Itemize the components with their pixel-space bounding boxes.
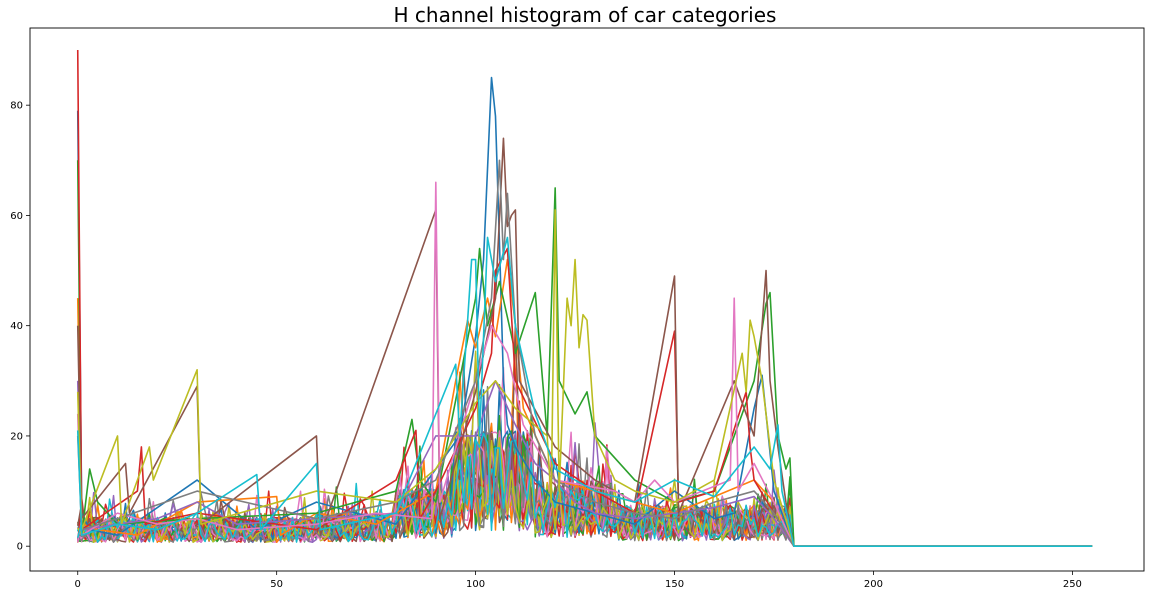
x-tick-label: 200 xyxy=(864,579,883,590)
series-line-2 xyxy=(76,258,1093,547)
series-line-4 xyxy=(76,50,1093,547)
x-tick-label: 250 xyxy=(1063,579,1082,590)
noise-trace xyxy=(77,432,1093,547)
series-line-8 xyxy=(76,159,1093,547)
series-line-9 xyxy=(76,209,1093,547)
y-tick-label: 20 xyxy=(10,431,23,442)
y-tick-label: 40 xyxy=(10,321,23,332)
series-line-3 xyxy=(76,160,1093,547)
series-layer xyxy=(76,50,1093,547)
plot-frame xyxy=(29,27,1145,572)
series-line-1 xyxy=(76,76,1093,547)
axes-layer: 0 50 100 150 200 250 0 20 40 60 80 xyxy=(10,27,1145,590)
series-line-10 xyxy=(76,236,1093,547)
y-tick-label: 60 xyxy=(10,211,23,222)
chart-title: H channel histogram of car categories xyxy=(394,3,777,27)
y-tick-label: 0 xyxy=(17,542,23,553)
x-tick-label: 0 xyxy=(75,579,81,590)
series-line-5 xyxy=(76,380,1093,547)
y-tick-label: 80 xyxy=(10,101,23,112)
x-tick-label: 100 xyxy=(466,579,485,590)
x-tick-label: 50 xyxy=(270,579,283,590)
x-tick-label: 150 xyxy=(665,579,684,590)
